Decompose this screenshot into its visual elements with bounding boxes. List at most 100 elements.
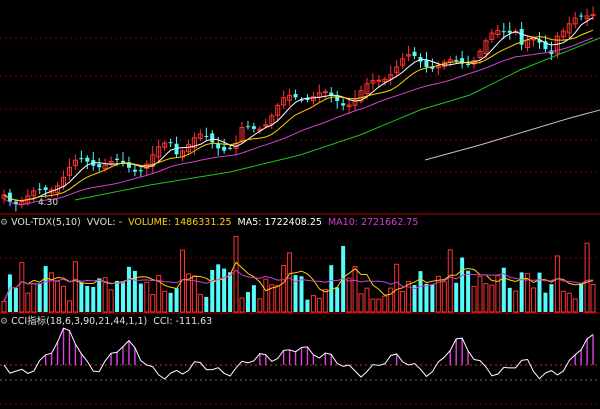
volume-bar: [269, 284, 275, 313]
volume-bar: [102, 277, 108, 313]
volume-bar: [162, 290, 168, 313]
volume-bar: [566, 292, 572, 313]
volume-bar: [329, 265, 334, 312]
candle-body: [382, 78, 388, 83]
volume-bar: [400, 290, 406, 313]
volume-bar: [364, 287, 370, 313]
volume-bar: [79, 282, 84, 312]
candle-body: [400, 58, 406, 66]
cci-value: CCI: -111.63: [153, 316, 213, 327]
volume-bar: [210, 269, 215, 312]
volume-bar: [460, 257, 465, 312]
candle-body: [430, 66, 435, 69]
candle-body: [156, 146, 162, 158]
volume-bar: [233, 235, 239, 313]
candle-body: [66, 166, 72, 176]
volume-bar: [156, 274, 162, 313]
candle-body: [329, 92, 334, 95]
volume-bar: [477, 275, 483, 313]
ma60-line: [74, 37, 600, 201]
volume-bar: [507, 287, 512, 312]
candle-body: [310, 96, 316, 102]
volume-bar: [531, 287, 537, 313]
candle-body: [210, 133, 215, 143]
volume-bar: [97, 278, 102, 312]
volume-bar: [144, 281, 150, 313]
candle-body: [162, 142, 168, 148]
volume-bar: [525, 273, 531, 313]
volume-bar: [501, 267, 506, 312]
candle-body: [168, 142, 173, 144]
candle-body: [305, 98, 310, 101]
volume-bar: [108, 289, 114, 313]
candle-body: [216, 143, 221, 149]
candle-body: [566, 23, 572, 34]
candle-body: [454, 59, 459, 61]
volume-bar: [299, 276, 304, 312]
volume-bar: [305, 299, 310, 312]
candle-body: [435, 65, 441, 69]
volume-bar: [430, 284, 435, 312]
volume-ma10-line: [3, 269, 594, 302]
candle-body: [335, 96, 340, 101]
candle-body: [191, 137, 197, 149]
ma5-value: MA5: 1722408.25: [237, 217, 322, 228]
candle-body: [245, 126, 250, 128]
volume-bar: [335, 287, 340, 312]
volume-bar: [572, 298, 578, 313]
low-price-label: 4.30: [38, 198, 58, 208]
candle-body: [72, 159, 78, 167]
ma120-line: [424, 109, 600, 161]
candle-body: [197, 133, 203, 139]
volume-bar: [388, 287, 394, 313]
volume-bar: [257, 298, 263, 313]
volume-bar: [495, 275, 501, 313]
candle-body: [185, 144, 191, 153]
volume-bar: [61, 285, 66, 313]
volume-bar: [174, 288, 179, 312]
volume-bar: [72, 261, 78, 313]
candle-body: [579, 15, 584, 17]
candle-body: [55, 185, 61, 194]
candle-body: [572, 17, 578, 25]
volume-bar: [37, 283, 42, 312]
gear-icon[interactable]: ⚙: [0, 218, 9, 228]
volume-bar: [216, 264, 221, 312]
candle-body: [501, 31, 506, 33]
volume-indicator-name[interactable]: VOL-TDX(5,10): [11, 217, 81, 228]
cci-indicator-name[interactable]: CCI指标(18,6,3,90,21,44,1,1): [11, 316, 148, 327]
candle-body: [85, 157, 90, 162]
volume-bar: [275, 285, 281, 313]
candle-body: [37, 188, 42, 190]
volume-bar: [251, 285, 256, 312]
gear-icon[interactable]: ⚙: [0, 317, 9, 327]
candle-body: [31, 190, 37, 197]
candle-body: [269, 115, 275, 125]
volume-bar: [316, 297, 322, 313]
volume-bar: [519, 272, 524, 312]
volume-bar: [197, 293, 203, 313]
cci-line: [3, 327, 594, 380]
candle-body: [144, 163, 150, 169]
volume-bar: [358, 293, 364, 313]
volume-bar: [168, 292, 173, 312]
volume-bar: [287, 252, 293, 313]
candle-body: [102, 164, 108, 170]
candle-body: [7, 192, 12, 202]
candle-body: [228, 147, 233, 149]
candle-body: [49, 189, 55, 194]
candle-body: [477, 50, 483, 59]
candle-body: [412, 51, 417, 57]
candle-body: [322, 91, 328, 94]
volume-bar: [418, 271, 423, 312]
volume-bar: [43, 266, 48, 312]
volume-bar: [121, 281, 125, 312]
volume-bar: [228, 272, 233, 312]
cci-header: ⚙ CCI指标(18,6,3,90,21,44,1,1) CCI: -111.63: [0, 315, 215, 329]
volume-bar: [346, 277, 352, 313]
candle-body: [287, 94, 293, 101]
volume-bar: [126, 266, 131, 312]
volume-bar: [489, 284, 495, 313]
volume-bar: [245, 292, 250, 312]
